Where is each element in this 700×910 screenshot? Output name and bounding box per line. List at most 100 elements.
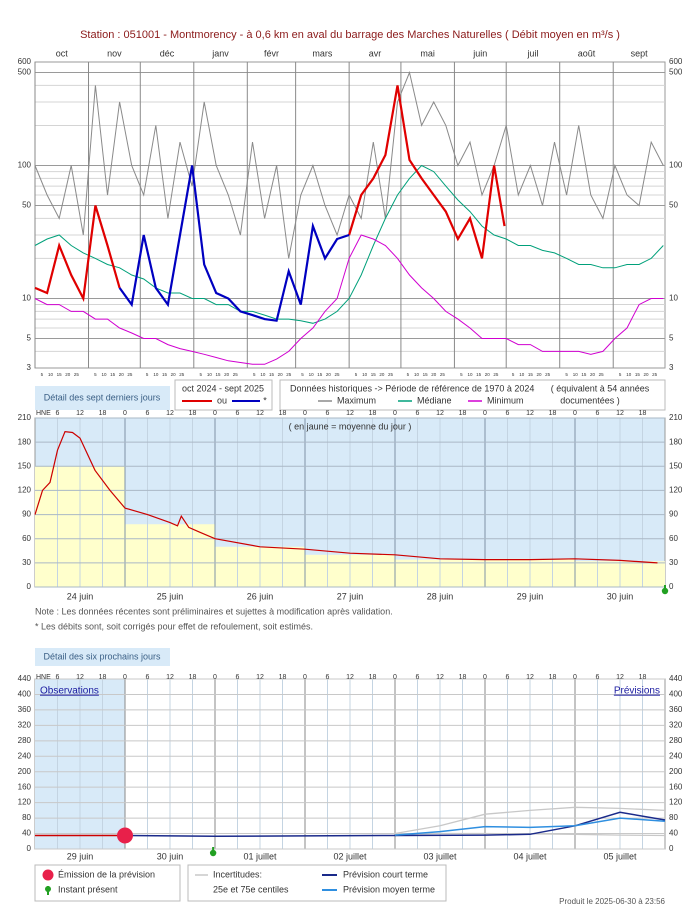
panel-link[interactable]: Détail des sept derniers jours	[44, 392, 161, 402]
day-tick-label: 15	[476, 372, 482, 377]
hour-label: 6	[596, 674, 600, 681]
day-tick-label: 20	[644, 372, 650, 377]
legend-swatch	[45, 886, 51, 892]
day-tick-label: 10	[626, 372, 632, 377]
day-tick-label: 25	[388, 372, 394, 377]
hour-label: 12	[76, 674, 84, 681]
y-tick-label: 180	[18, 437, 32, 446]
x-tick-label: 27 juin	[337, 591, 364, 601]
x-tick-label: 01 juillet	[243, 851, 277, 861]
y-tick-label-right: 320	[669, 720, 683, 729]
hour-label: 12	[166, 410, 174, 417]
day-tick-label: 10	[102, 372, 108, 377]
x-tick-label: 30 juin	[157, 851, 184, 861]
y-tick-label: 0	[27, 582, 32, 591]
day-tick-label: 20	[536, 372, 542, 377]
legend-label: Minimum	[487, 395, 524, 405]
y-tick-label-right: 240	[669, 751, 683, 760]
flow-line	[34, 431, 658, 564]
hour-label: 0	[393, 410, 397, 417]
day-tick-label: 25	[493, 372, 499, 377]
hour-label: 6	[326, 410, 330, 417]
day-tick-label: 15	[110, 372, 116, 377]
y-tick-label: 0	[27, 844, 32, 853]
y-tick-label-right: 180	[669, 437, 683, 446]
y-tick-label-right: 200	[669, 767, 683, 776]
day-tick-label: 10	[573, 372, 579, 377]
day-tick-label: 5	[253, 372, 256, 377]
month-label: mai	[420, 48, 435, 58]
hour-label: 6	[236, 410, 240, 417]
day-tick-label: 10	[414, 372, 420, 377]
y-tick-label-right: 150	[669, 461, 683, 470]
month-label: févr	[264, 48, 279, 58]
day-tick-label: 5	[512, 372, 515, 377]
legend-label: Maximum	[337, 395, 376, 405]
legend-between: ou	[217, 395, 227, 405]
x-tick-label: 25 juin	[157, 591, 184, 601]
panel-link[interactable]: Détail des six prochains jours	[43, 651, 161, 661]
y-tick-label-right: 80	[669, 813, 678, 822]
legend-label: Instant présent	[58, 884, 118, 894]
legend-box	[174, 379, 273, 411]
hour-label: 0	[483, 674, 487, 681]
y-tick-label: 120	[18, 486, 32, 495]
y-tick-label-right: 3	[669, 363, 674, 372]
day-tick-label: 5	[355, 372, 358, 377]
y-tick-label: 30	[22, 558, 31, 567]
y-tick-label-right: 360	[669, 705, 683, 714]
day-tick-label: 20	[224, 372, 230, 377]
historical-line	[34, 234, 664, 365]
day-tick-label: 10	[362, 372, 368, 377]
day-tick-label: 10	[207, 372, 213, 377]
y-tick-label-right: 500	[669, 68, 683, 77]
y-tick-label-right: 10	[669, 294, 678, 303]
forecast-line	[394, 817, 666, 836]
day-tick-label: 20	[326, 372, 332, 377]
current-line	[34, 85, 506, 303]
day-tick-label: 20	[379, 372, 385, 377]
hour-label: 12	[166, 674, 174, 681]
day-tick-label: 5	[94, 372, 97, 377]
month-label: juil	[526, 48, 538, 58]
historical-note: documentées )	[560, 395, 620, 405]
legend-label: Prévision moyen terme	[343, 884, 435, 894]
y-tick-label-right: 600	[669, 57, 683, 66]
historical-line	[34, 70, 664, 259]
day-tick-label: 15	[528, 372, 534, 377]
hour-label: 18	[189, 674, 197, 681]
hour-label: 0	[123, 674, 127, 681]
y-tick-label-right: 280	[669, 736, 683, 745]
hour-label: 0	[303, 674, 307, 681]
day-tick-label: 20	[590, 372, 596, 377]
y-tick-label-right: 160	[669, 782, 683, 791]
hour-unit: HNE	[36, 410, 51, 417]
day-tick-label: 25	[440, 372, 446, 377]
y-tick-label: 60	[22, 534, 31, 543]
day-tick-label: 20	[119, 372, 125, 377]
present-marker	[209, 849, 217, 857]
y-tick-label: 240	[18, 751, 32, 760]
hour-label: 6	[416, 410, 420, 417]
plot-area	[34, 61, 666, 369]
day-tick-label: 10	[519, 372, 525, 377]
y-tick-label: 100	[18, 161, 32, 170]
y-tick-label-right: 120	[669, 486, 683, 495]
month-label: mars	[312, 48, 332, 58]
day-tick-label: 25	[545, 372, 551, 377]
hour-label: 12	[526, 674, 534, 681]
y-tick-label: 210	[18, 413, 32, 422]
legend-label: Médiane	[417, 395, 452, 405]
legend-label: Prévision court terme	[343, 869, 428, 879]
y-tick-label: 200	[18, 767, 32, 776]
month-label: juin	[472, 48, 487, 58]
day-tick-label: 10	[467, 372, 473, 377]
day-tick-label: 25	[335, 372, 341, 377]
y-tick-label: 80	[22, 813, 31, 822]
day-tick-label: 5	[407, 372, 410, 377]
forecast-line	[124, 811, 666, 838]
y-tick-label: 90	[22, 510, 31, 519]
hour-label: 6	[146, 674, 150, 681]
historical-line	[34, 164, 664, 324]
day-tick-label: 5	[199, 372, 202, 377]
